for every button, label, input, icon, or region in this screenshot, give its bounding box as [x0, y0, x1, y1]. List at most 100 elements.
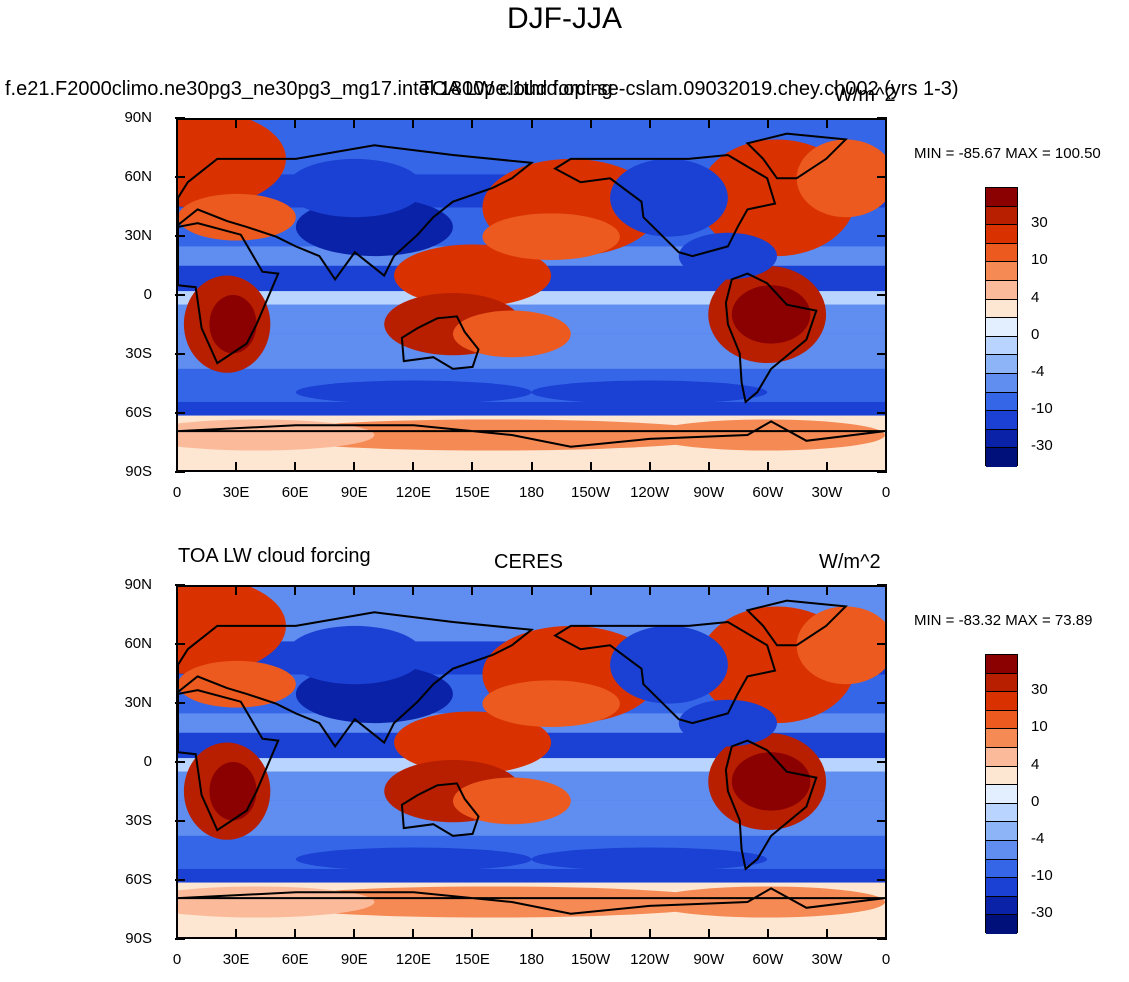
coastline [178, 222, 280, 365]
lat-tick-label: 90N [124, 109, 152, 126]
lon-tick-mark [176, 929, 178, 939]
colorbar-swatch [986, 336, 1017, 356]
field-blob-positive [796, 606, 885, 685]
colorbar-label: -10 [1031, 867, 1053, 885]
lon-tick-mark [235, 585, 238, 595]
lon-tick-mark [885, 462, 887, 472]
lat-tick-label: 60S [125, 404, 152, 421]
lon-tick-mark [707, 462, 710, 472]
lat-tick-mark [877, 820, 887, 822]
coastline [178, 144, 535, 282]
lon-tick-label: 60W [752, 484, 784, 501]
lon-tick-mark [589, 929, 592, 939]
lon-tick-mark [530, 462, 533, 472]
colorbar-swatch [986, 692, 1017, 711]
coastline [178, 887, 885, 915]
lon-tick-mark [648, 118, 651, 128]
lon-tick-mark [294, 118, 297, 128]
colorbar-label: -10 [1031, 400, 1053, 418]
lon-tick-label: 90W [693, 484, 725, 501]
colorbar-label: 4 [1031, 755, 1040, 773]
field-blob-positive [482, 680, 620, 727]
lon-tick-label: 150W [570, 951, 611, 968]
field-band [178, 401, 885, 416]
lon-tick-label: 0 [881, 484, 891, 501]
colorbar-swatch [986, 225, 1017, 244]
lat-tick-mark [877, 584, 887, 586]
colorbar-swatch [986, 188, 1017, 207]
lat-tick-mark [175, 353, 185, 355]
lat-tick-mark [175, 938, 185, 940]
field-band [178, 835, 885, 869]
lon-tick-mark [589, 118, 592, 128]
colorbar-swatch [986, 896, 1017, 916]
field-blob-positive [178, 587, 286, 675]
lon-tick-mark [353, 929, 356, 939]
lon-tick-mark [176, 585, 178, 595]
lat-tick-mark [175, 294, 185, 296]
lon-tick-mark [412, 585, 415, 595]
lon-tick-mark [412, 929, 415, 939]
lon-tick-mark [885, 118, 887, 128]
lon-tick-mark [825, 929, 828, 939]
lat-tick-mark [877, 353, 887, 355]
field-blob-negative [678, 232, 777, 280]
lat-tick-mark [175, 584, 185, 586]
lon-tick-mark [471, 929, 474, 939]
lon-tick-mark [412, 118, 415, 128]
colorbar-label: 10 [1031, 718, 1048, 736]
lat-tick-mark [175, 702, 185, 704]
coastline [553, 153, 777, 258]
coastline [178, 420, 885, 448]
colorbar-label: 4 [1031, 288, 1040, 306]
field-blob-positive [482, 213, 620, 260]
colorbar-label: -4 [1031, 363, 1045, 380]
field-blob-negative [286, 625, 424, 685]
lon-tick-mark [707, 929, 710, 939]
lon-tick-label: 30W [811, 484, 843, 501]
coastline [400, 782, 480, 837]
lon-tick-mark [353, 118, 356, 128]
lon-tick-label: 30E [222, 951, 250, 968]
lon-tick-mark [353, 585, 356, 595]
field-blob-negative [610, 158, 728, 237]
lon-tick-label: 30E [222, 484, 250, 501]
field-blob-negative [295, 847, 532, 871]
lat-tick-mark [877, 938, 887, 940]
lon-tick-mark [471, 118, 474, 128]
colorbar-swatch [986, 878, 1017, 897]
field-band [178, 758, 885, 772]
lon-tick-label: 60E [281, 951, 309, 968]
colorbar [985, 187, 1018, 467]
lat-tick-label: 30S [125, 345, 152, 362]
lat-tick-mark [877, 879, 887, 881]
field-blob-positive [178, 120, 286, 208]
colorbar-swatch [986, 299, 1017, 319]
lon-tick-mark [530, 585, 533, 595]
lat-tick-label: 60N [124, 168, 152, 185]
lon-tick-label: 150E [454, 951, 490, 968]
lon-tick-mark [530, 118, 533, 128]
panel2-variable-title: TOA LW cloud forcing [178, 545, 371, 567]
colorbar-swatch [986, 915, 1017, 934]
lon-tick-mark [294, 929, 297, 939]
field-band [178, 291, 885, 305]
coastline [553, 620, 777, 725]
panel1-units: W/m^2 [834, 84, 896, 106]
lon-tick-label: 150E [454, 484, 490, 501]
lat-tick-mark [175, 643, 185, 645]
lat-tick-mark [877, 176, 887, 178]
lon-tick-label: 150W [570, 484, 611, 501]
lat-tick-mark [877, 294, 887, 296]
colorbar-swatch [986, 355, 1017, 374]
panel2-source-title: CERES [494, 551, 563, 573]
field-blob-negative [531, 847, 768, 871]
lon-tick-mark [885, 929, 887, 939]
coastline [400, 315, 480, 370]
lat-tick-mark [877, 761, 887, 763]
lon-tick-mark [235, 929, 238, 939]
lon-tick-label: 90E [340, 951, 368, 968]
colorbar-swatch [986, 766, 1017, 786]
lon-tick-label: 180 [518, 484, 545, 501]
coastline [745, 132, 848, 180]
